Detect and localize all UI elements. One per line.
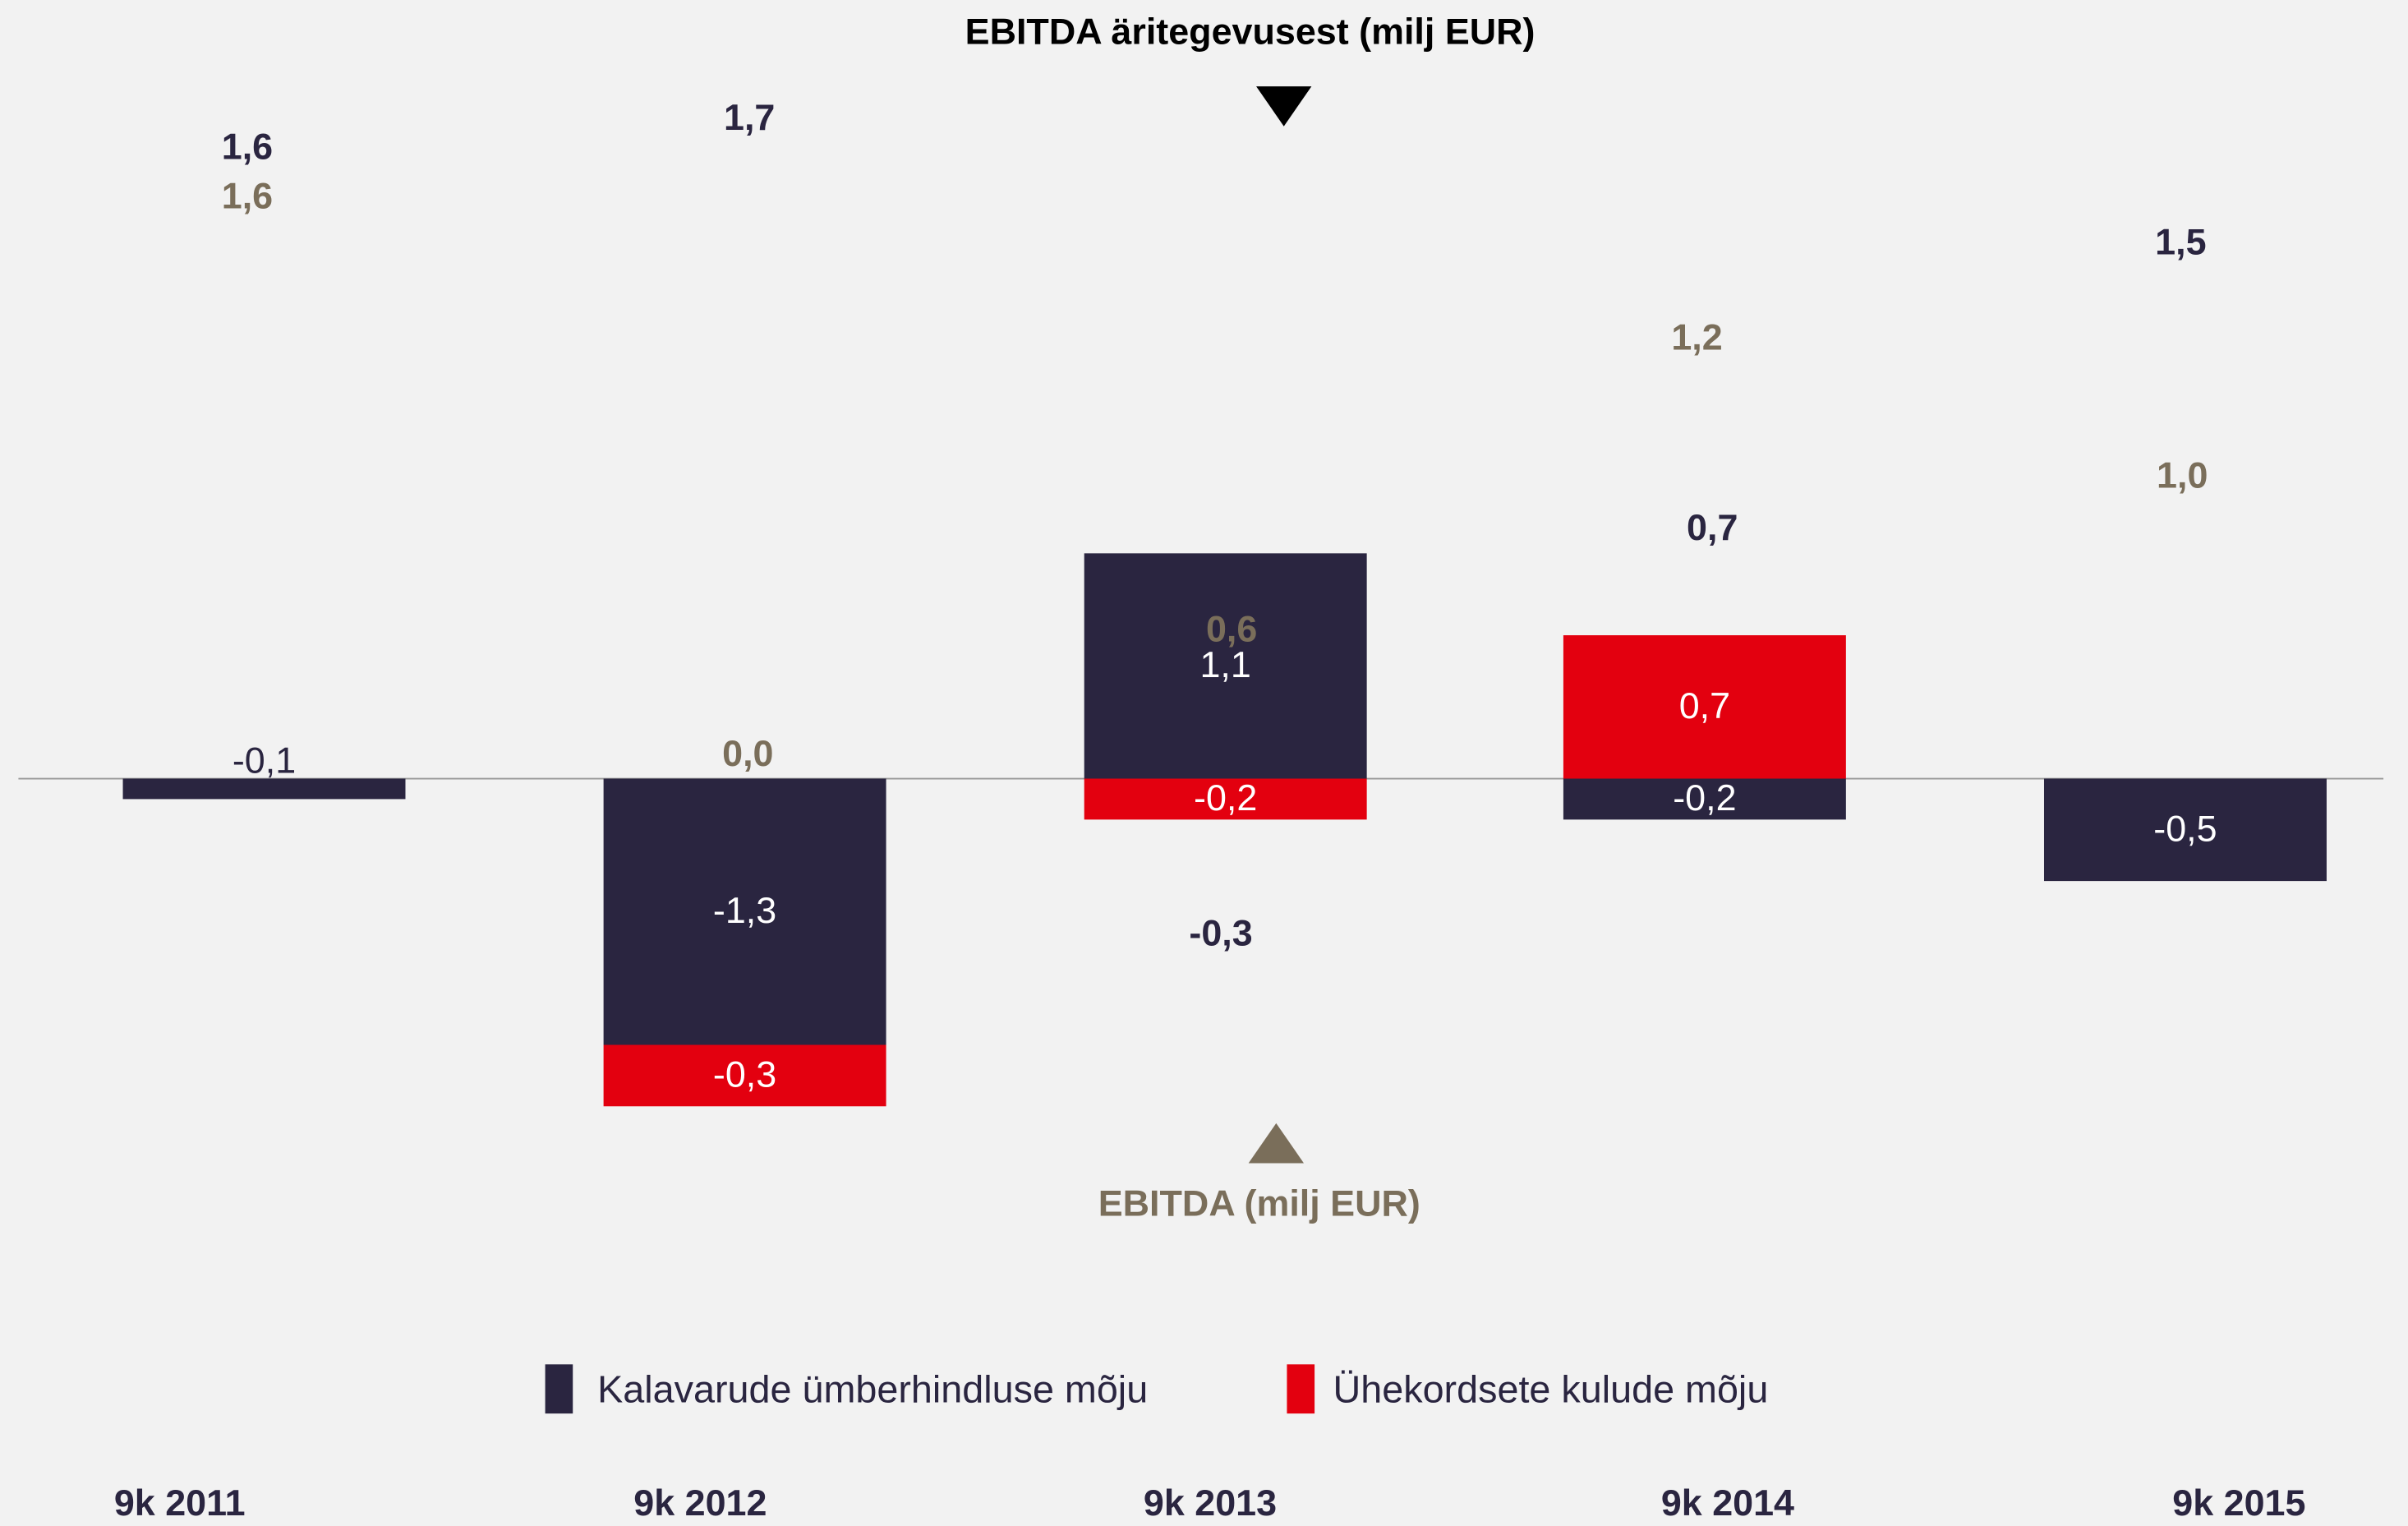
bar-value-label: -0,1 [233,740,296,781]
annotation-label: 1,2 [1671,316,1722,357]
legend-label: Ühekordsete kulude mõju [1333,1367,1769,1410]
x-tick-label: 9k 2014 [1661,1482,1794,1524]
annotation-label: 0,7 [1687,506,1738,548]
bar [1563,635,1846,779]
legend-swatch [545,1364,573,1414]
bar [603,1044,886,1107]
annotation-label: 1,0 [2157,454,2208,496]
annotation-name: EBITDA äritegevusest (milj EUR) [965,10,1536,52]
annotation-label: 1,5 [2155,220,2206,262]
bar-value-label: 1,1 [1199,643,1250,685]
bar-value-label: 0,7 [1679,685,1730,726]
bar [2043,778,2327,882]
legend-label: Kalavarude ümberhindluse mõju [597,1367,1148,1410]
x-tick-label: 9k 2011 [114,1482,246,1524]
annotation-label: 0,0 [722,732,773,774]
bar-value-label: -0,3 [713,1053,776,1095]
annotation-label: 1,6 [222,126,273,168]
annotation-label: 1,7 [724,96,775,138]
bar [1084,778,1367,820]
arrow-up [1248,1123,1305,1164]
bar [603,778,886,1045]
annotation-name: EBITDA (milj EUR) [1098,1183,1420,1224]
bar [122,778,406,800]
bar [1563,778,1846,820]
x-tick-label: 9k 2012 [633,1482,767,1524]
bar-value-label: -0,5 [2153,808,2217,850]
bar-value-label: -0,2 [1673,777,1736,818]
arrow-down [1256,86,1312,127]
annotation-label: 1,6 [222,174,273,216]
bar-value-label: -0,2 [1194,777,1257,818]
annotation-label: -0,3 [1189,912,1252,954]
bar-value-label: -1,3 [713,889,776,931]
x-tick-label: 9k 2013 [1144,1482,1277,1524]
annotation-label: 0,6 [1206,608,1257,650]
legend-swatch [1287,1364,1315,1414]
x-tick-label: 9k 2015 [2172,1482,2305,1524]
bar [1084,553,1367,779]
